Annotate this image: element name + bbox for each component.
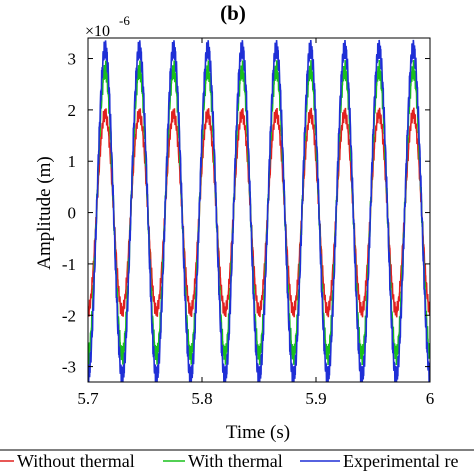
legend-box	[0, 449, 474, 474]
legend-label-3: Experimental re	[343, 451, 458, 471]
legend: Without thermal With thermal Experimental …	[0, 449, 474, 474]
y-tick-label: -1	[62, 255, 76, 274]
y-multiplier-base: ×10	[85, 23, 110, 40]
legend-label-2: With thermal	[188, 451, 283, 471]
y-axis-label: Amplitude (m)	[34, 156, 55, 269]
y-tick-label: 1	[68, 152, 77, 171]
y-tick-label: 3	[68, 50, 77, 69]
x-tick-label: 5.9	[305, 389, 326, 408]
y-multiplier-exponent: -6	[119, 13, 130, 28]
x-tick-label: 6	[426, 389, 435, 408]
y-axis-multiplier: ×10 -6	[85, 13, 130, 40]
y-tick-label: 0	[68, 204, 77, 223]
legend-label-1: Without thermal	[17, 451, 135, 471]
series-line-3	[88, 39, 430, 382]
y-tick-label: -3	[62, 358, 76, 377]
x-tick-label: 5.8	[191, 389, 212, 408]
x-axis-label: Time (s)	[226, 422, 290, 443]
y-tick-label: -2	[62, 306, 76, 325]
y-tick-label: 2	[68, 101, 77, 120]
plot-frame	[87, 37, 431, 383]
x-axis: 5.7 5.8 5.9 6	[77, 38, 434, 408]
plot-area	[87, 37, 431, 383]
y-axis: -3 -2 -1 0 1 2 3	[62, 50, 430, 377]
x-tick-label: 5.7	[77, 389, 99, 408]
chart-title: (b)	[220, 1, 246, 25]
